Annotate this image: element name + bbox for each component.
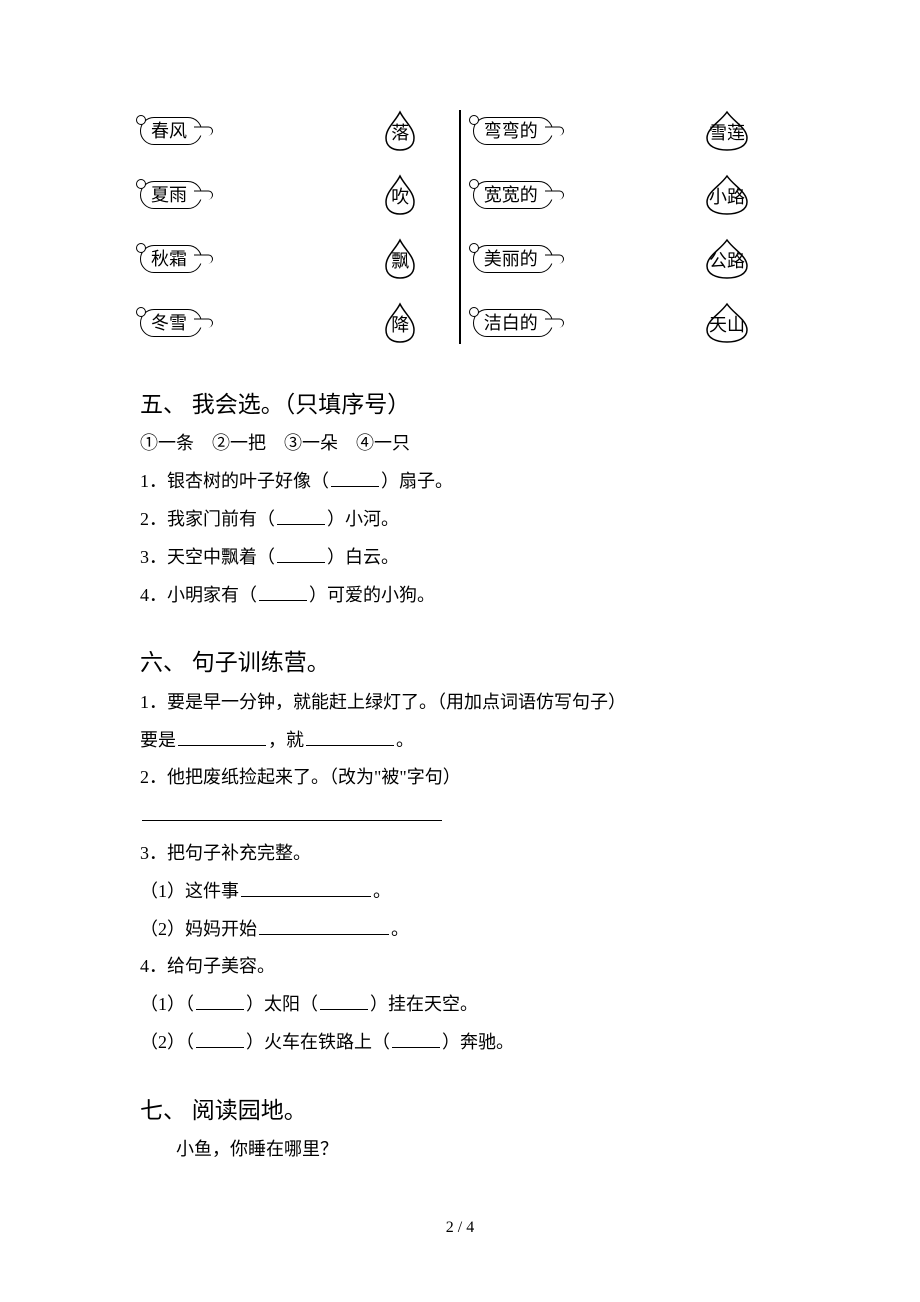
match-col-left: 春风 落 夏雨 吹 秋霜 飘 冬雪 降 <box>140 110 447 344</box>
text: ）可爱的小狗。 <box>309 585 435 605</box>
cloud-word: 宽宽的 <box>473 181 553 209</box>
match-row: 春风 落 <box>140 110 447 152</box>
text: ）小河。 <box>327 509 399 529</box>
drop-word: 天山 <box>704 302 750 344</box>
drop-label: 雪莲 <box>709 124 745 166</box>
match-row: 美丽的 公路 <box>473 238 780 280</box>
drop-word: 雪莲 <box>704 110 750 152</box>
section-5-options: ①一条 ②一把 ③一朵 ④一只 <box>140 425 780 463</box>
text: 3．天空中飘着（ <box>140 547 275 567</box>
blank <box>196 1030 244 1048</box>
drop-label: 降 <box>391 316 409 358</box>
blank <box>142 803 442 821</box>
blank <box>178 728 266 746</box>
cloud-word: 春风 <box>140 117 202 145</box>
match-row: 宽宽的 小路 <box>473 174 780 216</box>
drop-word: 公路 <box>704 238 750 280</box>
match-row: 冬雪 降 <box>140 302 447 344</box>
section-6-q3: 3．把句子补充完整。 <box>140 835 780 873</box>
section-6-q3a: （1）这件事 。 <box>140 873 780 911</box>
drop-word: 小路 <box>704 174 750 216</box>
cloud-word: 冬雪 <box>140 309 202 337</box>
matching-exercise: 春风 落 夏雨 吹 秋霜 飘 冬雪 降 弯弯的 雪莲 宽宽的 <box>140 110 780 344</box>
section-7-title: 七、 阅读园地。 <box>140 1090 780 1131</box>
section-5-q4: 4．小明家有（ ）可爱的小狗。 <box>140 577 780 615</box>
section-6-title: 六、 句子训练营。 <box>140 642 780 683</box>
text: （2）（ <box>140 1032 194 1052</box>
drop-label: 公路 <box>709 252 745 294</box>
blank <box>259 917 389 935</box>
text: ）太阳（ <box>246 994 318 1014</box>
text: ）奔驰。 <box>442 1032 514 1052</box>
drop-word: 飘 <box>383 238 417 280</box>
text: （2）妈妈开始 <box>140 919 257 939</box>
match-row: 洁白的 天山 <box>473 302 780 344</box>
vertical-divider <box>459 110 461 344</box>
text: 2．我家门前有（ <box>140 509 275 529</box>
cloud-word: 夏雨 <box>140 181 202 209</box>
text: ）扇子。 <box>381 471 453 491</box>
section-5-q1: 1．银杏树的叶子好像（ ）扇子。 <box>140 463 780 501</box>
text: 。 <box>391 919 409 939</box>
page-number: 2 / 4 <box>140 1219 780 1237</box>
match-col-right: 弯弯的 雪莲 宽宽的 小路 美丽的 公路 洁白的 天山 <box>473 110 780 344</box>
blank <box>392 1030 440 1048</box>
drop-word: 落 <box>383 110 417 152</box>
text: （1）这件事 <box>140 881 239 901</box>
section-6-q4b: （2）（ ）火车在铁路上（ ）奔驰。 <box>140 1024 780 1062</box>
drop-label: 飘 <box>391 252 409 294</box>
section-6-q4a: （1）（ ）太阳（ ）挂在天空。 <box>140 986 780 1024</box>
section-5-q2: 2．我家门前有（ ）小河。 <box>140 501 780 539</box>
blank <box>306 728 394 746</box>
cloud-word: 秋霜 <box>140 245 202 273</box>
drop-word: 降 <box>383 302 417 344</box>
match-row: 秋霜 飘 <box>140 238 447 280</box>
text: 1．银杏树的叶子好像（ <box>140 471 329 491</box>
blank <box>196 992 244 1010</box>
text: （1）（ <box>140 994 194 1014</box>
match-row: 弯弯的 雪莲 <box>473 110 780 152</box>
match-row: 夏雨 吹 <box>140 174 447 216</box>
cloud-word: 美丽的 <box>473 245 553 273</box>
blank <box>320 992 368 1010</box>
section-6-q3b: （2）妈妈开始 。 <box>140 911 780 949</box>
section-5-title: 五、 我会选。（只填序号） <box>140 384 780 425</box>
drop-label: 天山 <box>709 316 745 358</box>
text: 4．小明家有（ <box>140 585 257 605</box>
cloud-word: 弯弯的 <box>473 117 553 145</box>
section-6-q1a: 要是 ，就 。 <box>140 722 780 760</box>
section-7-line1: 小鱼，你睡在哪里？ <box>140 1131 780 1169</box>
section-6-q4: 4．给句子美容。 <box>140 948 780 986</box>
text: ，就 <box>268 730 304 750</box>
text: ）挂在天空。 <box>370 994 478 1014</box>
section-6-q2: 2．他把废纸捡起来了。（改为"被"字句） <box>140 759 780 797</box>
drop-word: 吹 <box>383 174 417 216</box>
drop-label: 落 <box>391 124 409 166</box>
blank <box>331 469 379 487</box>
text: 。 <box>396 730 414 750</box>
drop-label: 吹 <box>391 188 409 230</box>
text: 要是 <box>140 730 176 750</box>
text: ）白云。 <box>327 547 399 567</box>
blank <box>277 545 325 563</box>
document-page: 春风 落 夏雨 吹 秋霜 飘 冬雪 降 弯弯的 雪莲 宽宽的 <box>0 0 920 1277</box>
section-5-q3: 3．天空中飘着（ ）白云。 <box>140 539 780 577</box>
blank <box>277 507 325 525</box>
section-6-q1: 1．要是早一分钟，就能赶上绿灯了。（用加点词语仿写句子） <box>140 684 780 722</box>
cloud-word: 洁白的 <box>473 309 553 337</box>
drop-label: 小路 <box>709 188 745 230</box>
section-6-q2-blank <box>140 797 780 835</box>
text: 。 <box>373 881 391 901</box>
blank <box>259 583 307 601</box>
text: ）火车在铁路上（ <box>246 1032 390 1052</box>
blank <box>241 879 371 897</box>
